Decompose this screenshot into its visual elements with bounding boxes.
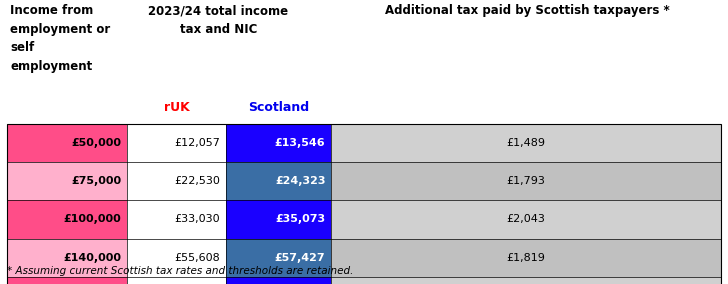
Text: £1,819: £1,819 — [507, 253, 545, 263]
Text: £13,546: £13,546 — [274, 138, 325, 148]
Text: £75,000: £75,000 — [71, 176, 122, 186]
Bar — [7, 124, 721, 284]
Text: £140,000: £140,000 — [63, 253, 122, 263]
Bar — [331, 277, 721, 284]
Text: Additional tax paid by Scottish taxpayers *: Additional tax paid by Scottish taxpayer… — [385, 4, 670, 17]
Bar — [127, 124, 226, 162]
Bar — [226, 239, 331, 277]
Bar — [331, 124, 721, 162]
Bar — [226, 162, 331, 200]
Text: £1,793: £1,793 — [507, 176, 545, 186]
Text: £22,530: £22,530 — [174, 176, 220, 186]
Text: £55,608: £55,608 — [174, 253, 220, 263]
Text: Income from
employment or
self
employment: Income from employment or self employmen… — [10, 4, 111, 73]
Text: £35,073: £35,073 — [275, 214, 325, 224]
Text: £100,000: £100,000 — [64, 214, 122, 224]
Text: £33,030: £33,030 — [174, 214, 220, 224]
Bar — [127, 277, 226, 284]
Text: £2,043: £2,043 — [507, 214, 545, 224]
Text: £12,057: £12,057 — [174, 138, 220, 148]
Bar — [7, 200, 127, 239]
Bar — [7, 277, 127, 284]
Bar — [331, 239, 721, 277]
Bar — [226, 200, 331, 239]
Bar — [226, 124, 331, 162]
Bar — [127, 239, 226, 277]
Bar — [7, 239, 127, 277]
Text: £50,000: £50,000 — [71, 138, 122, 148]
Bar — [226, 277, 331, 284]
Text: £1,489: £1,489 — [507, 138, 545, 148]
Bar — [127, 200, 226, 239]
Text: * Assuming current Scottish tax rates and thresholds are retained.: * Assuming current Scottish tax rates an… — [7, 266, 354, 275]
Text: £24,323: £24,323 — [275, 176, 325, 186]
Bar — [7, 124, 127, 162]
Text: £57,427: £57,427 — [274, 253, 325, 263]
Text: 2023/24 total income
tax and NIC: 2023/24 total income tax and NIC — [149, 4, 288, 36]
Bar — [127, 162, 226, 200]
Bar — [7, 162, 127, 200]
Bar — [331, 200, 721, 239]
Bar — [331, 162, 721, 200]
Text: rUK: rUK — [164, 101, 189, 114]
Text: Scotland: Scotland — [248, 101, 309, 114]
